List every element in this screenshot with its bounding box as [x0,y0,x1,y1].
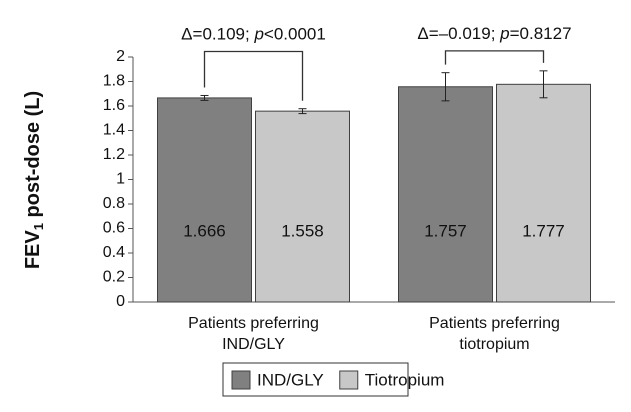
annotation-part: =0.8127 [510,24,572,43]
value-label: 1.666 [183,221,226,240]
legend-swatch [231,370,251,390]
error-bar [200,94,209,101]
y-tick-label: 1.6 [103,97,125,114]
annotation-part: <0.0001 [264,25,326,44]
legend-label: Tiotropium [365,370,445,389]
y-tick-label: 0.4 [103,244,125,261]
y-label-rest: post-dose (L) [22,91,44,223]
x-tick-label-line: IND/GLY [222,336,285,353]
annotation-part: Δ=0.109; [181,25,254,44]
x-tick-label: Patients preferring tiotropium [429,315,560,353]
annotation-part: p [499,24,509,43]
legend-label: IND/GLY [257,370,324,389]
y-tick-label: 1.8 [103,73,125,90]
annotation: Δ=–0.019; p=0.8127 [417,24,571,43]
annotation-part: p [253,25,263,44]
bar [398,86,493,303]
y-tick-label: 0.6 [103,220,125,237]
y-tick-label: 2 [116,48,125,65]
error-bar [298,108,307,115]
value-label: 1.558 [281,221,324,240]
bar [157,97,252,303]
bar [255,110,350,303]
x-tick-label-line: Patients preferring [429,315,560,332]
legend-swatch [339,370,359,390]
bracket [444,50,545,65]
y-tick-label: 0.2 [103,269,125,286]
y-tick-label: 1.2 [103,146,125,163]
y-tick-label: 1.4 [103,122,125,139]
annotation-part: Δ=–0.019; [417,24,500,43]
y-tick-label: 0.8 [103,195,125,212]
y-label-sub: 1 [31,223,46,230]
bar [496,83,591,303]
x-tick-label-line: Patients preferring [188,315,319,332]
y-label-main: FEV [22,230,44,270]
y-axis-label: FEV1 post-dose (L) [22,91,46,269]
y-tick-label: 1 [116,171,125,188]
annotation: Δ=0.109; p<0.0001 [181,25,326,44]
y-tick-label: 0 [116,293,125,310]
x-tick-label-line: tiotropium [459,336,529,353]
error-bar [539,70,548,99]
bracket [203,50,304,101]
error-bar [441,72,450,102]
value-label: 1.777 [522,221,565,240]
value-label: 1.757 [424,221,467,240]
legend-box [222,362,409,397]
x-tick-label: Patients preferring IND/GLY [188,315,319,353]
